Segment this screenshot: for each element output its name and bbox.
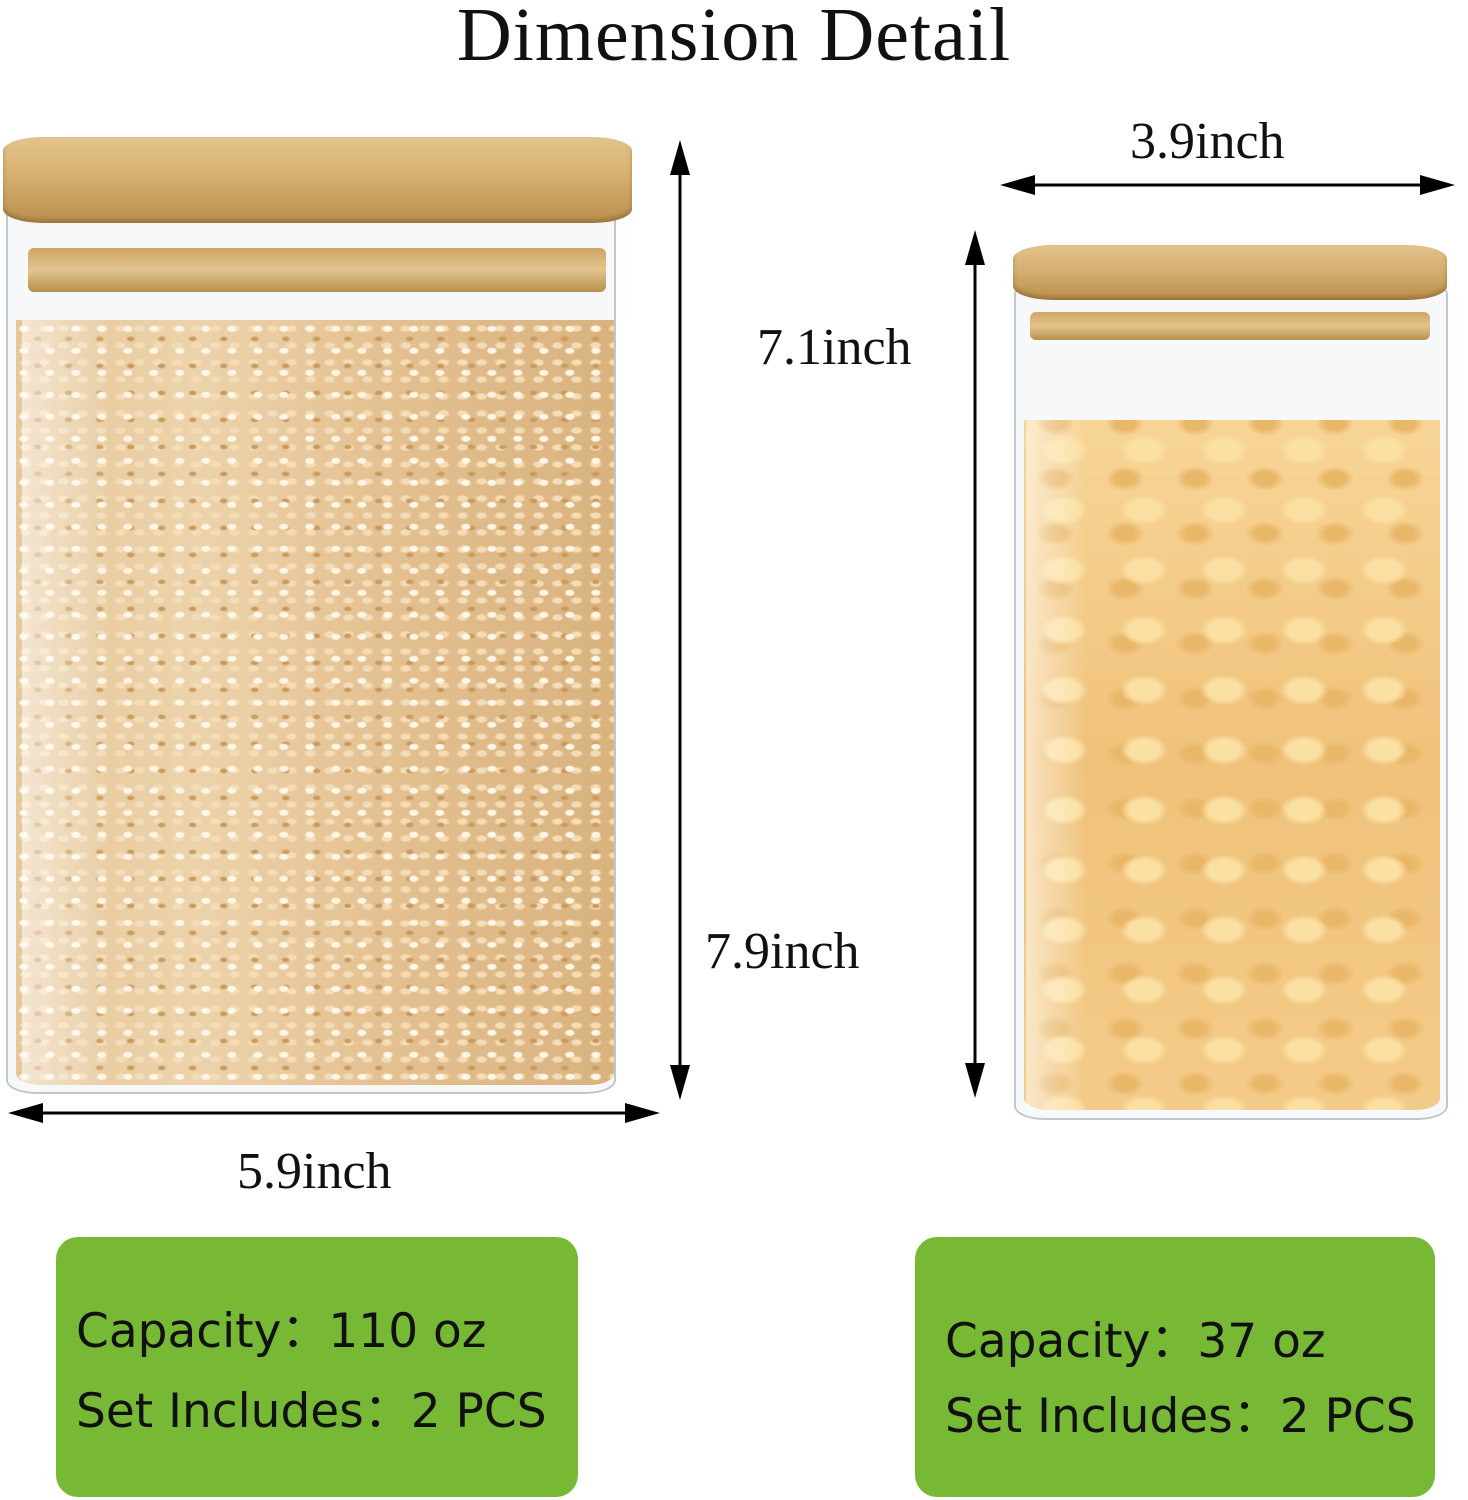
large-jar-oats — [16, 320, 614, 1085]
large-width-label: 5.9inch — [237, 1143, 392, 1200]
large-jar-set-includes: Set Includes：2 PCS — [76, 1384, 547, 1439]
small-jar-set-includes: Set Includes：2 PCS — [945, 1389, 1416, 1444]
small-width-label: 3.9inch — [1130, 113, 1285, 170]
small-height-arrow-icon — [965, 230, 985, 1098]
small-width-arrow-icon — [1000, 175, 1455, 195]
large-jar-info-box: Capacity：110 oz Set Includes：2 PCS — [56, 1237, 578, 1497]
large-jar-highlight — [22, 320, 112, 1085]
large-jar-lid-seal — [28, 248, 606, 292]
small-jar-lid — [1013, 245, 1447, 300]
large-jar-capacity: Capacity：110 oz — [76, 1304, 487, 1359]
small-jar-capacity: Capacity：37 oz — [945, 1314, 1326, 1369]
small-jar-highlight — [1026, 420, 1086, 1110]
large-width-arrow-icon — [8, 1103, 660, 1123]
small-jar-pasta — [1024, 420, 1440, 1110]
large-jar-lid — [3, 137, 632, 223]
page-title: Dimension Detail — [456, 0, 1012, 77]
large-height-label: 7.9inch — [705, 923, 860, 980]
small-height-label: 7.1inch — [757, 319, 912, 376]
large-height-arrow-icon — [670, 140, 690, 1100]
small-jar-info-box: Capacity：37 oz Set Includes：2 PCS — [915, 1237, 1435, 1497]
small-jar-lid-seal — [1030, 312, 1430, 340]
